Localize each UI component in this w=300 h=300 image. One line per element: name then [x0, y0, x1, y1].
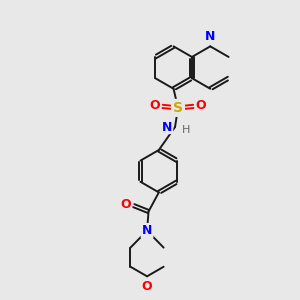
Text: O: O [120, 198, 131, 211]
Text: O: O [150, 99, 160, 112]
Text: N: N [142, 224, 152, 237]
Text: N: N [205, 30, 215, 43]
Text: S: S [173, 101, 183, 115]
Text: O: O [142, 280, 152, 293]
Text: N: N [162, 121, 173, 134]
Text: O: O [196, 99, 206, 112]
Text: H: H [182, 125, 190, 135]
